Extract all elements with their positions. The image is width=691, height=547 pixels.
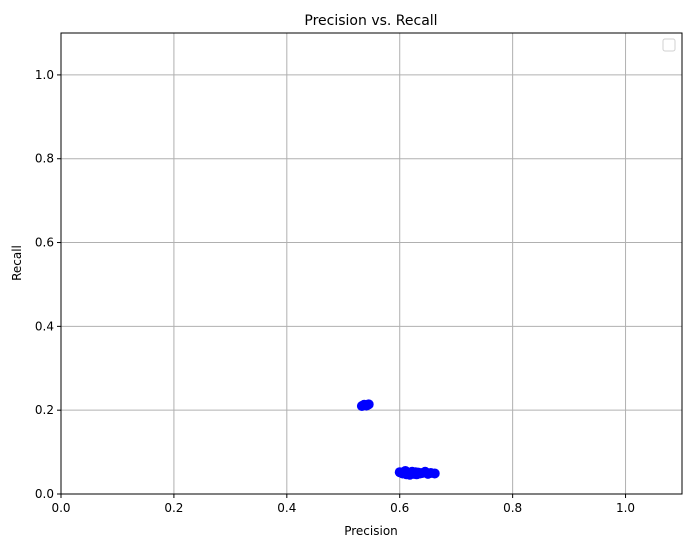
chart-title: Precision vs. Recall (304, 13, 437, 29)
plot-frame (60, 32, 683, 495)
y-axis-label: Recall (10, 245, 24, 281)
x-tick-label: 1.0 (616, 501, 635, 515)
legend (662, 38, 676, 52)
y-tick-label: 0.2 (35, 403, 54, 417)
x-tick-label: 0.0 (51, 501, 70, 515)
x-axis-label: Precision (344, 524, 398, 538)
tick-layer: 0.0 0.2 0.4 0.6 0.8 1.0 0.0 0.2 0.4 0.6 0.8 1.0 (35, 68, 635, 515)
y-tick-label: 0.4 (35, 319, 54, 333)
x-tick-label: 0.4 (277, 501, 296, 515)
y-tick-label: 0.8 (35, 152, 54, 166)
x-tick-label: 0.2 (164, 501, 183, 515)
x-tick-label: 0.8 (503, 501, 522, 515)
y-tick-label: 0.0 (35, 487, 54, 501)
data-point (363, 399, 374, 410)
x-tick-label: 0.6 (390, 501, 409, 515)
data-point (429, 468, 440, 479)
points-layer (356, 399, 440, 480)
y-tick-label: 1.0 (35, 68, 54, 82)
y-tick-label: 0.6 (35, 236, 54, 250)
legend-box (662, 38, 676, 52)
